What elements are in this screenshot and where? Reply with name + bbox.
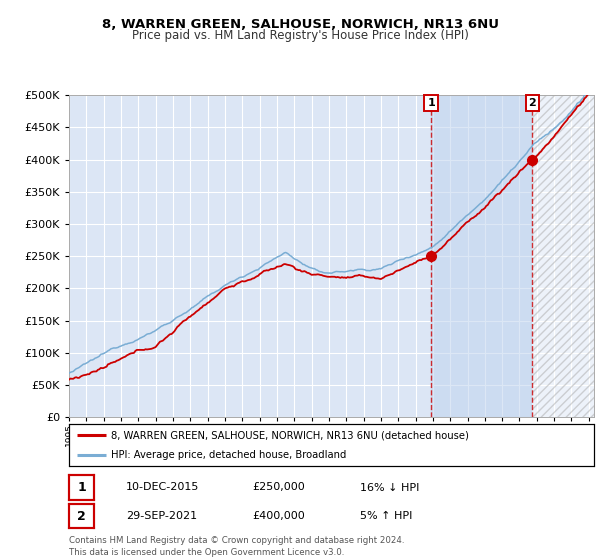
- Text: 2: 2: [77, 510, 86, 522]
- Text: Contains HM Land Registry data © Crown copyright and database right 2024.
This d: Contains HM Land Registry data © Crown c…: [69, 536, 404, 557]
- Text: 29-SEP-2021: 29-SEP-2021: [126, 511, 197, 521]
- Text: £250,000: £250,000: [252, 483, 305, 492]
- Text: 8, WARREN GREEN, SALHOUSE, NORWICH, NR13 6NU: 8, WARREN GREEN, SALHOUSE, NORWICH, NR13…: [101, 18, 499, 31]
- Text: 10-DEC-2015: 10-DEC-2015: [126, 483, 199, 492]
- Bar: [431, 95, 532, 417]
- Text: Price paid vs. HM Land Registry's House Price Index (HPI): Price paid vs. HM Land Registry's House …: [131, 29, 469, 42]
- Text: £400,000: £400,000: [252, 511, 305, 521]
- Text: 8, WARREN GREEN, SALHOUSE, NORWICH, NR13 6NU (detached house): 8, WARREN GREEN, SALHOUSE, NORWICH, NR13…: [111, 430, 469, 440]
- Text: 5% ↑ HPI: 5% ↑ HPI: [360, 511, 412, 521]
- Polygon shape: [532, 95, 600, 417]
- Text: 16% ↓ HPI: 16% ↓ HPI: [360, 483, 419, 492]
- Text: HPI: Average price, detached house, Broadland: HPI: Average price, detached house, Broa…: [111, 450, 346, 460]
- Text: 1: 1: [428, 98, 436, 108]
- Text: 2: 2: [529, 98, 536, 108]
- Text: 1: 1: [77, 481, 86, 494]
